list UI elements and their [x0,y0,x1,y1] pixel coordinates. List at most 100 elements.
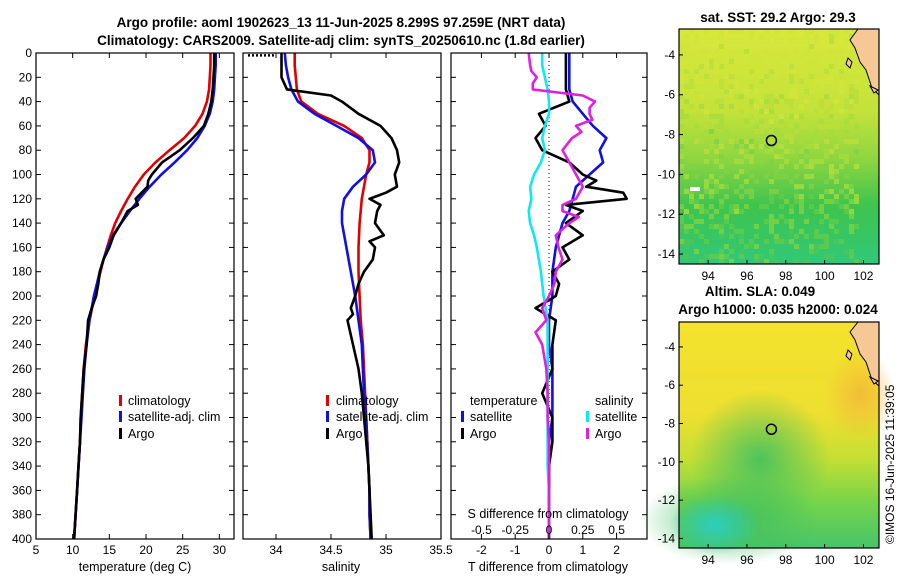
sst-pixel [734,29,739,34]
depth-tick-label: 140 [12,216,32,230]
sst-pixel [729,49,734,54]
sst-pixel [719,124,724,129]
sst-pixel [679,189,684,194]
sst-pixel [839,89,844,94]
sst-pixel [794,89,799,94]
sst-pixel [789,89,794,94]
sst-pixel [724,254,729,259]
sst-pixel [784,99,789,104]
sst-pixel [769,194,774,199]
sst-pixel [854,64,859,69]
difference-legend: temperature satellite Argo salinity sate… [461,394,637,441]
sst-pixel [804,29,809,34]
sst-pixel [699,104,704,109]
sst-pixel [849,114,854,119]
depth-tick-label: 60 [19,119,33,133]
sst-pixel [799,209,804,214]
sst-pixel [709,39,714,44]
sst-pixel [679,219,684,224]
sst-pixel [854,194,859,199]
sst-pixel [744,244,749,249]
sst-pixel [824,79,829,84]
lat-tick-label: -12 [658,207,676,221]
sst-pixel [839,79,844,84]
sst-pixel [739,29,744,34]
sst-pixel [744,204,749,209]
sst-pixel [699,209,704,214]
sla-map-title-2: Argo h1000: 0.035 h2000: 0.024 [678,302,878,317]
sst-pixel [849,209,854,214]
legend-swatch-s-argo [586,428,589,439]
sst-pixel [739,64,744,69]
sst-pixel [764,109,769,114]
sst-pixel [789,79,794,84]
sst-pixel [809,249,814,254]
sst-pixel [724,129,729,134]
sal-tick-label: 35 [379,543,393,557]
sst-pixel [839,164,844,169]
sst-pixel [789,99,794,104]
s-diff-tick-label: -0.25 [502,523,530,537]
sst-pixel [754,234,759,239]
sst-pixel [839,69,844,74]
legend-label-t-satellite: satellite [470,410,512,424]
sst-pixel [704,74,709,79]
sst-pixel [709,254,714,259]
sst-pixel [794,199,799,204]
sst-pixel [764,259,769,264]
sst-pixel [804,39,809,44]
sst-pixel [734,39,739,44]
sst-pixel [734,204,739,209]
sst-pixel [809,74,814,79]
sst-pixel [784,49,789,54]
temperature-x-axis: 5 10 15 20 25 30 [33,53,226,557]
sst-pixel [824,214,829,219]
sst-pixel [854,79,859,84]
sst-pixel [789,114,794,119]
sst-pixel [849,34,854,39]
sst-pixel [749,189,754,194]
sst-pixel [789,59,794,64]
sst-pixel [689,84,694,89]
sst-pixel [694,249,699,254]
sst-pixel [769,94,774,99]
sst-pixel [704,189,709,194]
sst-pixel [704,124,709,129]
sst-pixel [749,99,754,104]
sst-pixel [839,154,844,159]
salinity-axes-frame [242,52,442,540]
sst-pixel [714,149,719,154]
legend-swatch-satellite [119,411,122,422]
sst-pixel [699,194,704,199]
sst-pixel [794,94,799,99]
sst-pixel [709,164,714,169]
sst-pixel [774,39,779,44]
sst-pixel [784,199,789,204]
sst-pixel [689,194,694,199]
sst-pixel [679,79,684,84]
sst-pixel [799,199,804,204]
sst-pixel [844,194,849,199]
sst-pixel [724,214,729,219]
sst-pixel [844,164,849,169]
sst-pixel [714,49,719,54]
sst-pixel [719,114,724,119]
sst-pixel [784,149,789,154]
sst-pixel [724,74,729,79]
sst-pixel [729,234,734,239]
sst-pixel [739,139,744,144]
sst-pixel [679,44,684,49]
sst-pixel [834,59,839,64]
series-line-t-satellite [547,53,608,539]
lon-tick-label: 102 [853,553,873,567]
sst-pixel [714,79,719,84]
sst-pixel [694,124,699,129]
sst-pixel [839,139,844,144]
sst-pixel [829,49,834,54]
sal-tick-label: 35.5 [429,543,453,557]
sst-pixel [714,184,719,189]
sst-pixel [729,224,734,229]
legend-title-salinity: salinity [595,394,634,408]
sst-pixel [679,109,684,114]
sst-pixel [719,229,724,234]
